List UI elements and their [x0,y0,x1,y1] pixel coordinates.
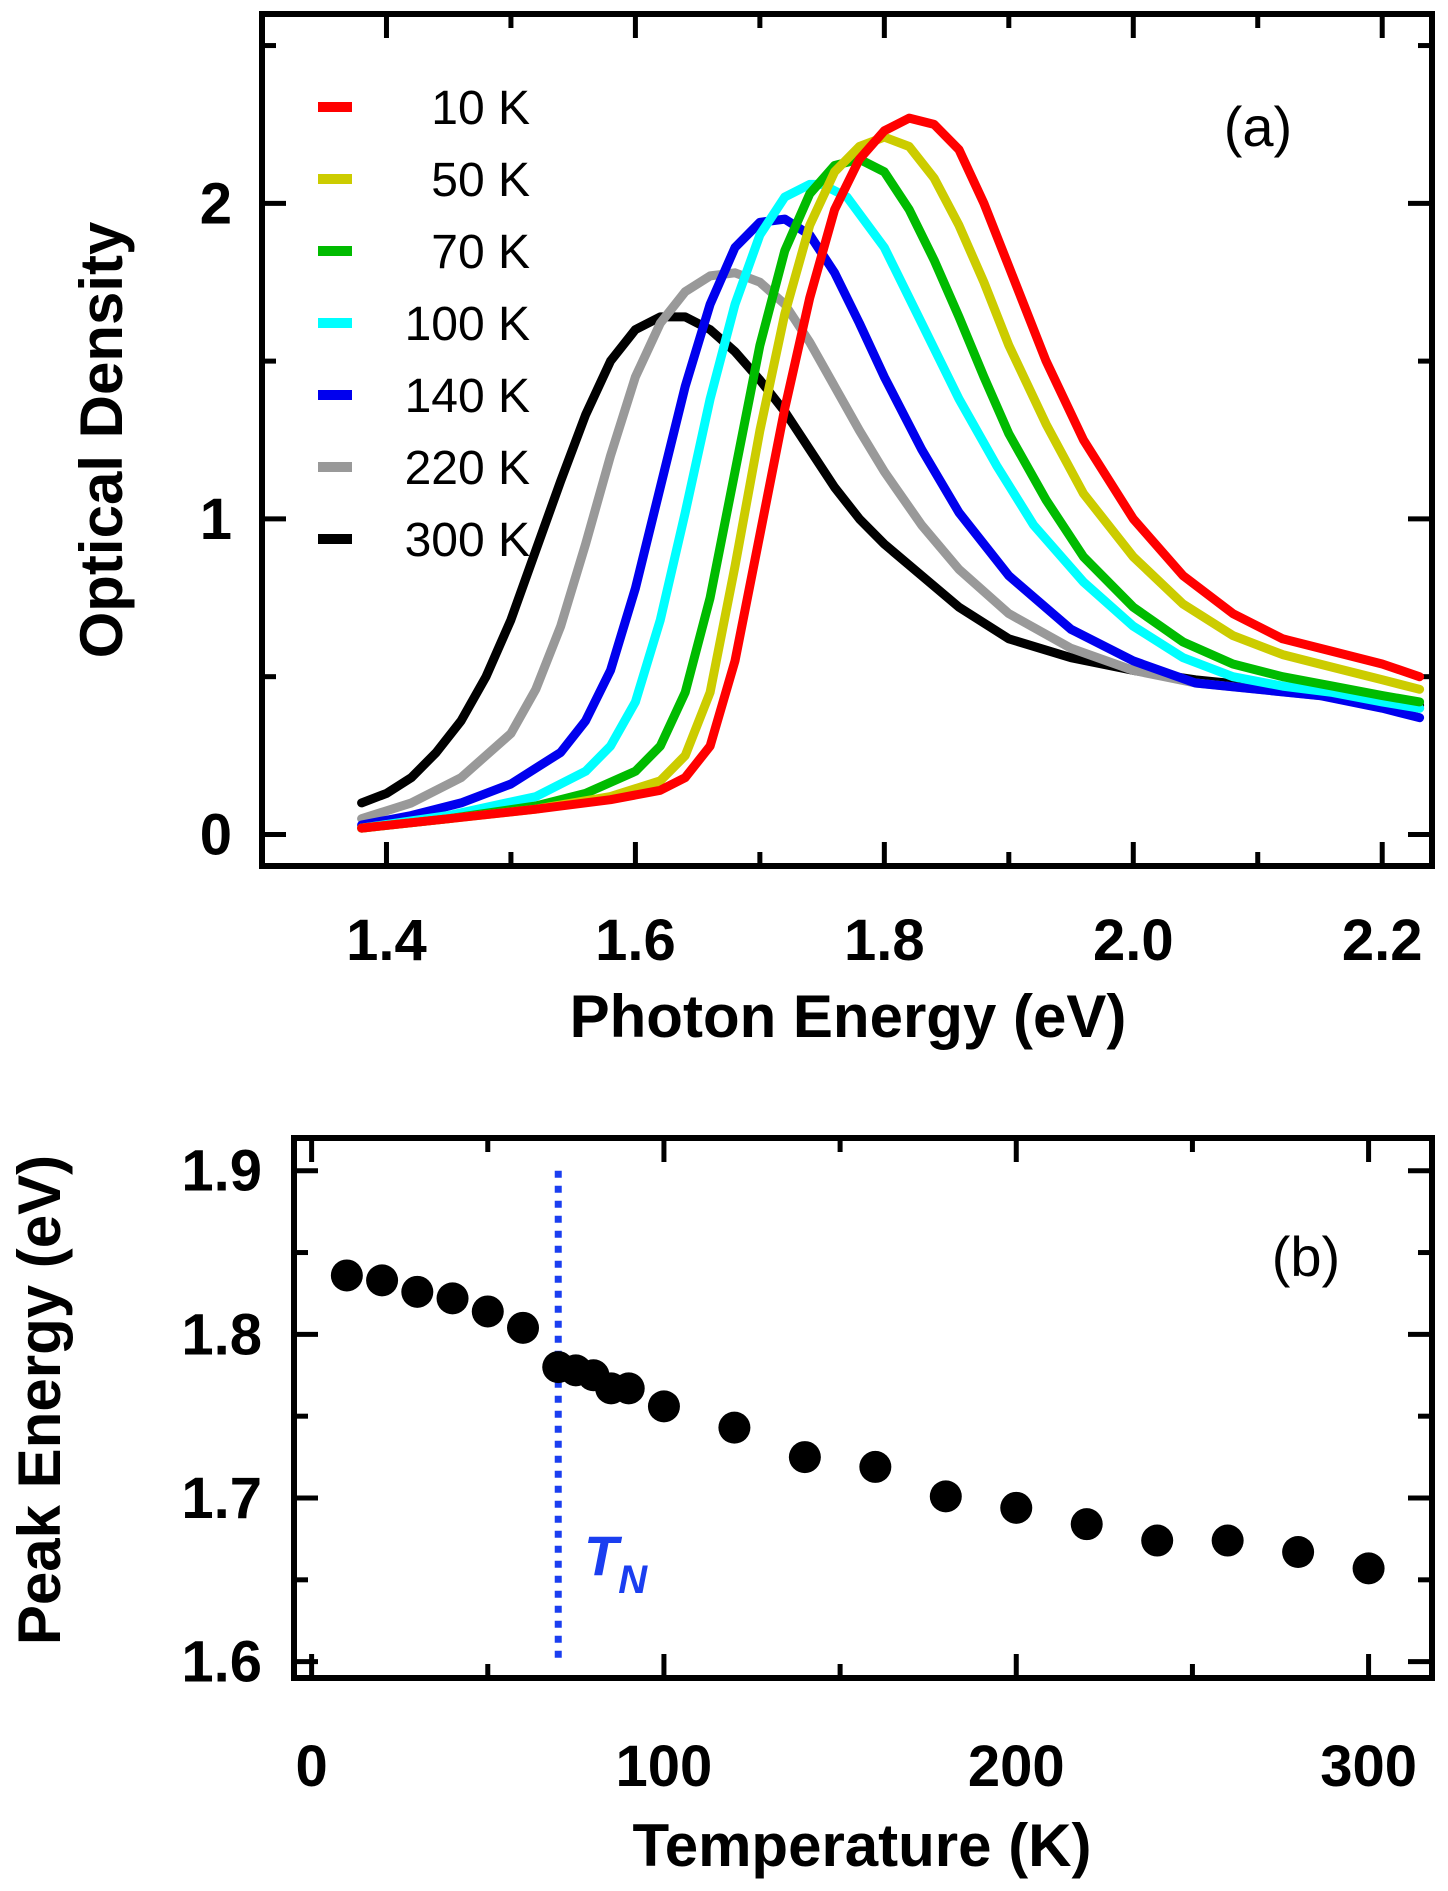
x-tick-label: 200 [968,1734,1065,1799]
y-tick-label: 2 [200,171,232,236]
panel-a-spectra: 1.4 1.6 1.8 2.0 2.2 0 1 2 10 K 50 K 70 K 100 K 140 … [68,11,1435,1050]
panel-b-points [330,1259,1385,1585]
data-point [436,1282,469,1315]
data-point [929,1480,962,1513]
y-tick-label: 1.6 [181,1630,262,1695]
legend-label: 140 K [405,370,530,423]
panel-a-tick-labels: 1.4 1.6 1.8 2.0 2.2 0 1 2 [200,171,1423,973]
legend: 10 K 50 K 70 K 100 K 140 K 220 K 300 K [318,82,530,567]
x-tick-label: 1.4 [346,908,427,973]
y-tick-label: 1.8 [181,1302,262,1367]
panel-b-peak-energy: 0 100 200 300 1.6 1.7 1.8 1.9 TN (b) Temperatur… [6,1135,1435,1879]
data-point [1352,1552,1385,1585]
tn-main-text: T [584,1524,623,1587]
tn-subscript: N [618,1558,648,1602]
legend-label: 220 K [405,442,530,495]
curve-10k [357,113,1425,833]
data-point [1000,1491,1033,1524]
data-point [718,1411,751,1444]
legend-label: 70 K [431,226,530,279]
panel-b-y-axis-title: Peak Energy (eV) [6,1155,73,1645]
y-tick-label: 0 [200,802,232,867]
data-point [366,1264,399,1297]
data-point [1070,1508,1103,1541]
x-tick-label: 1.6 [595,908,676,973]
curve-50k [357,132,1425,833]
panel-a-y-axis-title: Optical Density [68,221,135,658]
panel-b-label: (b) [1272,1225,1340,1288]
panel-a-ticks [259,14,1432,866]
x-tick-label: 300 [1320,1734,1417,1799]
curve-70k [357,154,1425,833]
panel-b-ticks [294,1138,1432,1678]
data-point [788,1441,821,1474]
tn-annotation: TN [584,1524,648,1602]
panel-a-x-axis-title: Photon Energy (eV) [570,983,1127,1050]
data-point [471,1295,504,1328]
panel-a-curves [357,113,1425,833]
data-point [507,1311,540,1344]
legend-label: 50 K [431,154,530,207]
panel-b-x-axis-title: Temperature (K) [633,1812,1092,1879]
data-point [330,1259,363,1292]
data-point [1282,1536,1315,1568]
x-tick-label: 2.2 [1342,908,1423,973]
legend-label: 100 K [405,298,530,351]
data-point [1211,1524,1244,1557]
x-tick-label: 100 [616,1734,713,1799]
y-tick-label: 1 [200,487,232,552]
x-tick-label: 1.8 [844,908,925,973]
x-tick-label: 0 [295,1734,327,1799]
y-tick-label: 1.7 [181,1466,262,1531]
data-point [401,1275,434,1308]
data-point [859,1450,892,1483]
x-tick-label: 2.0 [1093,908,1174,973]
legend-label: 300 K [405,514,530,567]
y-tick-label: 1.9 [181,1139,262,1204]
data-point [612,1372,645,1405]
panel-b-frame [291,1135,1435,1681]
legend-label: 10 K [431,82,530,135]
data-point [647,1390,680,1423]
panel-a-label: (a) [1224,95,1292,158]
panel-b-tick-labels: 0 100 200 300 1.6 1.7 1.8 1.9 [181,1139,1417,1799]
curve-100k [357,179,1425,833]
panel-a-frame [259,11,1435,869]
data-point [1141,1524,1174,1557]
